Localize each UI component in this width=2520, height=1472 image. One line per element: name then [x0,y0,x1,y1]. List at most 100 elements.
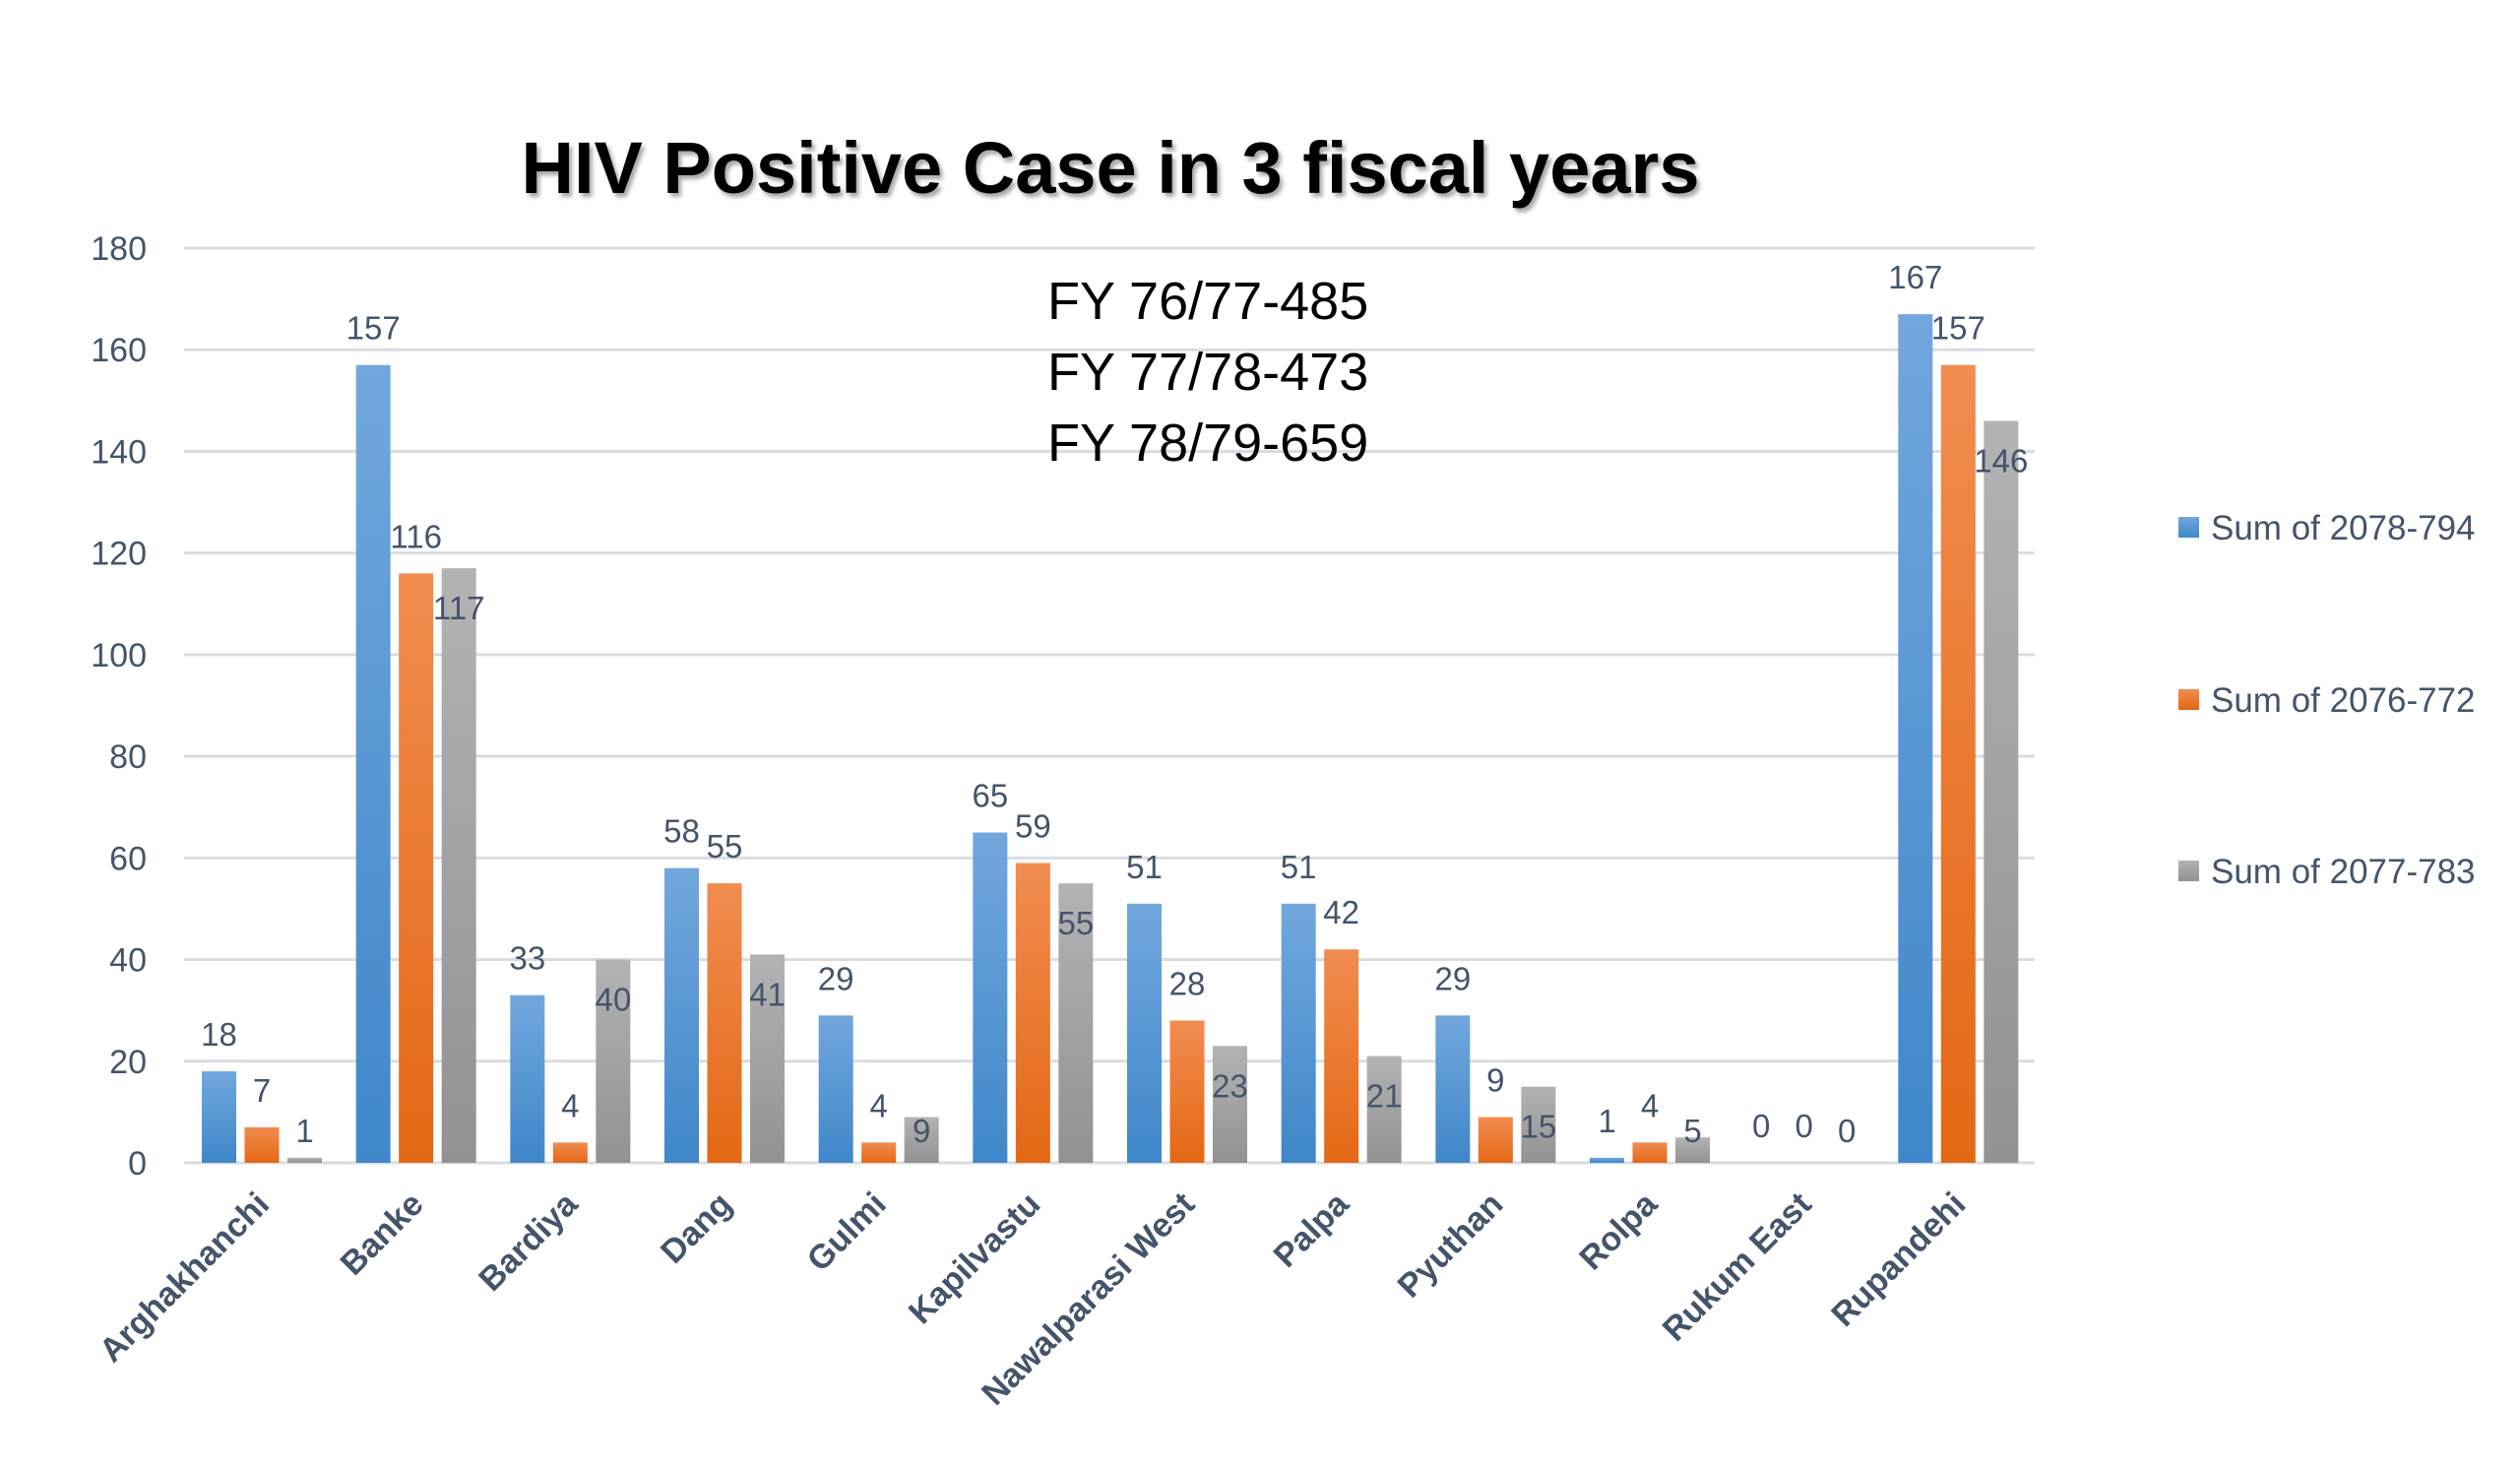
data-label-kapilvastu-sum-of-2077-783: 55 [1057,905,1094,941]
data-label-dang-sum-of-2076-772: 55 [707,828,743,864]
data-label-rukum-east-sum-of-2076-772: 0 [1795,1108,1812,1144]
x-label-gulmi: Gulmi [800,1185,894,1279]
y-tick-label: 120 [91,536,147,573]
bar-rupandehi-sum-of-2076-772[interactable] [1940,364,1976,1163]
x-label-arghakhanchi: Arghakhanchi [93,1185,277,1370]
data-label-gulmi-sum-of-2077-783: 9 [913,1113,930,1149]
data-label-nawalparasi-west-sum-of-2076-772: 28 [1169,965,1206,1001]
bar-kapilvastu-sum-of-2078-794[interactable] [973,832,1008,1163]
bar-palpa-sum-of-2076-772[interactable] [1324,949,1359,1163]
bar-arghakhanchi-sum-of-2076-772[interactable] [244,1126,280,1163]
data-label-arghakhanchi-sum-of-2078-794: 18 [201,1016,237,1053]
chart-title: HIV Positive Case in 3 fiscal years [522,127,1700,209]
data-label-palpa-sum-of-2077-783: 21 [1366,1078,1403,1115]
data-label-rupandehi-sum-of-2078-794: 167 [1888,259,1942,295]
bar-nawalparasi-west-sum-of-2078-794[interactable] [1127,903,1162,1163]
bar-nawalparasi-west-sum-of-2076-772[interactable] [1169,1020,1205,1163]
bar-nawalparasi-west-sum-of-2077-783[interactable] [1213,1046,1247,1163]
bar-dang-sum-of-2076-772[interactable] [707,883,742,1163]
data-label-pyuthan-sum-of-2076-772: 9 [1486,1062,1504,1099]
y-tick-label: 0 [128,1145,147,1183]
legend-swatch-gray [2178,861,2199,881]
x-label-rolpa: Rolpa [1572,1184,1665,1277]
data-label-bardiya-sum-of-2076-772: 4 [561,1087,579,1123]
fy-annotation-line-3: FY 78/79-659 [1047,414,1368,473]
data-label-nawalparasi-west-sum-of-2078-794: 51 [1126,849,1163,885]
bar-gulmi-sum-of-2077-783[interactable] [904,1117,939,1163]
y-tick-label: 180 [91,230,147,268]
data-label-rukum-east-sum-of-2077-783: 0 [1838,1113,1856,1149]
legend-item-2077-783[interactable]: Sum of 2077-783 [2178,853,2476,891]
data-label-arghakhanchi-sum-of-2076-772: 7 [253,1072,271,1109]
y-tick-label: 140 [91,433,147,471]
legend-swatch-orange [2178,689,2199,710]
y-tick-label: 20 [109,1044,147,1081]
legend-item-2076-772[interactable]: Sum of 2076-772 [2178,681,2476,720]
legend-label: Sum of 2077-783 [2211,853,2476,891]
bar-rolpa-sum-of-2078-794[interactable] [1590,1157,1624,1163]
y-tick-label: 60 [109,840,147,877]
bar-arghakhanchi-sum-of-2078-794[interactable] [202,1071,236,1163]
bar-dang-sum-of-2077-783[interactable] [750,954,785,1163]
data-label-bardiya-sum-of-2077-783: 40 [595,982,631,1018]
x-label-bardiya: Bardiya [472,1184,586,1299]
x-label-banke: Banke [334,1185,431,1283]
data-label-rupandehi-sum-of-2076-772: 157 [1931,310,1985,347]
bar-arghakhanchi-sum-of-2077-783[interactable] [287,1157,322,1163]
data-label-kapilvastu-sum-of-2078-794: 65 [972,778,1008,814]
legend-label: Sum of 2078-794 [2211,509,2476,547]
fy-annotation-line-1: FY 76/77-485 [1047,272,1368,331]
x-label-kapilvastu: Kapilvastu [902,1185,1047,1331]
data-label-gulmi-sum-of-2078-794: 29 [818,960,854,996]
bar-banke-sum-of-2076-772[interactable] [399,573,434,1163]
x-label-pyuthan: Pyuthan [1391,1185,1511,1306]
data-label-bardiya-sum-of-2078-794: 33 [509,940,545,977]
bar-bardiya-sum-of-2076-772[interactable] [552,1142,588,1163]
bar-dang-sum-of-2078-794[interactable] [664,867,699,1163]
bar-kapilvastu-sum-of-2076-772[interactable] [1015,863,1050,1163]
x-label-dang: Dang [654,1185,739,1271]
bar-pyuthan-sum-of-2077-783[interactable] [1521,1086,1556,1163]
fy-annotation: FY 76/77-485 FY 77/78-473 FY 78/79-659 [1047,272,1368,473]
data-label-rolpa-sum-of-2076-772: 4 [1641,1087,1659,1123]
bar-pyuthan-sum-of-2076-772[interactable] [1478,1117,1513,1163]
data-label-arghakhanchi-sum-of-2077-783: 1 [295,1113,313,1149]
bar-gulmi-sum-of-2076-772[interactable] [861,1142,897,1163]
data-label-dang-sum-of-2077-783: 41 [749,976,786,1012]
data-label-palpa-sum-of-2076-772: 42 [1323,894,1359,930]
legend-item-2078-794[interactable]: Sum of 2078-794 [2178,509,2476,547]
fy-annotation-line-2: FY 77/78-473 [1047,343,1368,402]
bar-palpa-sum-of-2077-783[interactable] [1366,1056,1402,1163]
bar-rolpa-sum-of-2076-772[interactable] [1632,1142,1668,1163]
x-label-rupandehi: Rupandehi [1824,1185,1973,1334]
data-label-banke-sum-of-2076-772: 116 [390,518,442,554]
bar-bardiya-sum-of-2078-794[interactable] [510,994,545,1163]
y-tick-label: 100 [91,637,147,674]
bar-pyuthan-sum-of-2078-794[interactable] [1435,1015,1471,1163]
data-label-rupandehi-sum-of-2077-783: 146 [1974,442,2028,479]
bar-rupandehi-sum-of-2077-783[interactable] [1984,420,2019,1163]
bar-banke-sum-of-2077-783[interactable] [441,568,476,1163]
bar-kapilvastu-sum-of-2077-783[interactable] [1058,883,1094,1163]
data-label-banke-sum-of-2077-783: 117 [433,590,485,626]
bar-rolpa-sum-of-2077-783[interactable] [1675,1137,1710,1163]
data-label-pyuthan-sum-of-2077-783: 15 [1520,1109,1556,1145]
x-label-rukum-east: Rukum East [1656,1185,1819,1349]
bar-palpa-sum-of-2078-794[interactable] [1281,903,1316,1163]
legend-label: Sum of 2076-772 [2211,681,2476,720]
data-label-banke-sum-of-2078-794: 157 [346,310,401,347]
legend: Sum of 2078-794 Sum of 2076-772 Sum of 2… [2178,509,2476,891]
bar-rupandehi-sum-of-2078-794[interactable] [1898,314,1933,1163]
x-axis-labels: Arghakhanchi Banke Bardiya Dang Gulmi Kapilva… [93,1184,1974,1413]
data-label-palpa-sum-of-2078-794: 51 [1281,849,1317,885]
bar-bardiya-sum-of-2077-783[interactable] [596,959,631,1163]
data-label-kapilvastu-sum-of-2076-772: 59 [1015,807,1051,844]
y-tick-label: 40 [109,942,147,980]
bar-gulmi-sum-of-2078-794[interactable] [818,1015,853,1163]
data-label-rukum-east-sum-of-2078-794: 0 [1752,1108,1770,1144]
y-axis-ticks: 0 20 40 60 80 100 120 140 160 180 [91,230,147,1183]
bar-banke-sum-of-2078-794[interactable] [355,364,391,1163]
y-tick-label: 80 [109,738,147,776]
data-label-rolpa-sum-of-2078-794: 1 [1598,1103,1615,1139]
